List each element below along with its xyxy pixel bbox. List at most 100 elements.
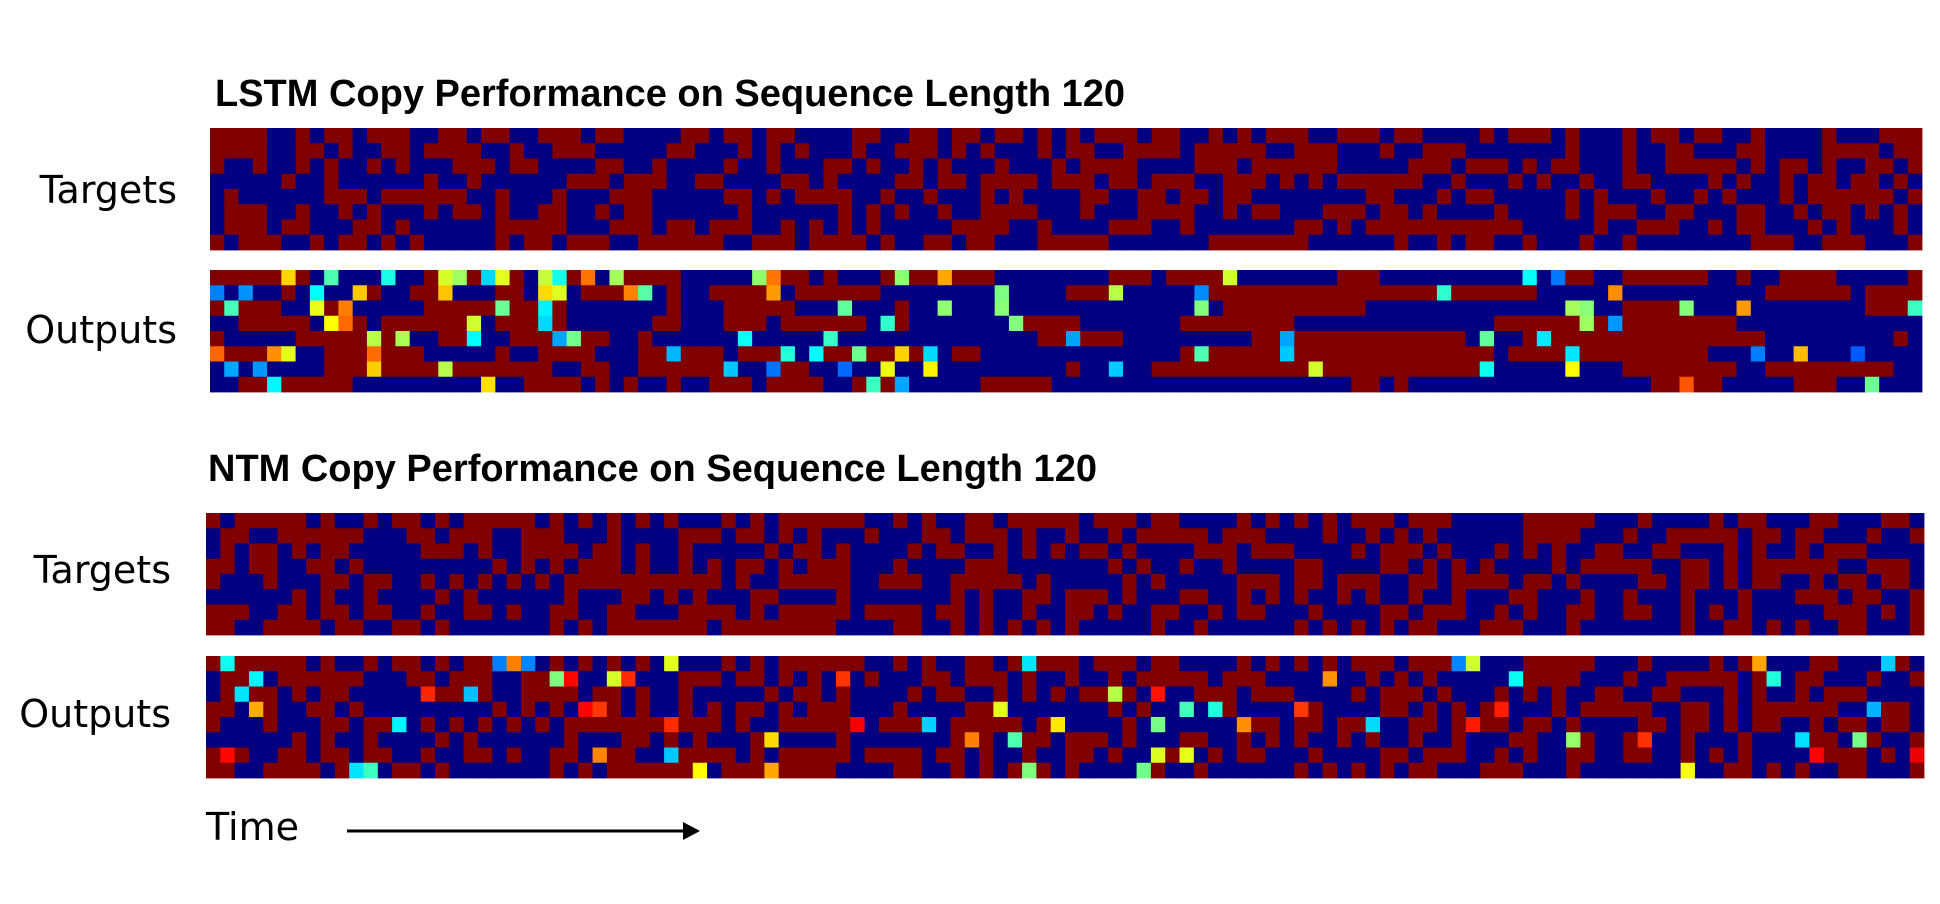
lstm-output-cell [1337, 270, 1352, 286]
lstm-target-cell [281, 128, 296, 144]
ntm-target-cell [1422, 604, 1438, 621]
ntm-output-cell [1838, 747, 1853, 764]
lstm-output-cell [1465, 346, 1481, 362]
lstm-output-cell [1208, 376, 1224, 393]
ntm-target-cell [950, 589, 966, 605]
ntm-output-cell [1852, 762, 1868, 779]
ntm-output-cell [206, 762, 221, 779]
lstm-output-cell [595, 315, 610, 332]
lstm-target-cell [1793, 158, 1809, 175]
ntm-target-cell [220, 528, 236, 544]
ntm-output-cell [778, 701, 794, 718]
ntm-output-cell [850, 762, 865, 779]
lstm-target-cell [794, 128, 810, 144]
lstm-output-cell [1608, 285, 1623, 301]
ntm-target-cell [606, 574, 622, 590]
lstm-target-cell [1108, 219, 1124, 236]
ntm-output-cell [463, 671, 479, 687]
ntm-output-cell [1007, 762, 1023, 779]
lstm-output-cell [1108, 376, 1124, 393]
lstm-target-cell [409, 189, 425, 205]
ntm-target-cell [263, 589, 278, 605]
lstm-output-cell [281, 361, 296, 378]
ntm-output-cell [1694, 732, 1710, 748]
lstm-target-cell [1551, 158, 1566, 175]
lstm-target-cell [980, 189, 996, 205]
ntm-output-cell [1022, 701, 1037, 718]
lstm-target-cell [295, 143, 311, 159]
lstm-output-cell [1051, 346, 1067, 362]
lstm-output-cell [951, 285, 967, 301]
lstm-target-cell [823, 143, 839, 159]
ntm-target-cell [492, 528, 508, 544]
lstm-target-cell [1294, 204, 1309, 220]
ntm-output-cell [320, 762, 336, 779]
lstm-output-cell [1108, 346, 1124, 362]
ntm-output-cell [1437, 717, 1452, 733]
ntm-target-cell [1809, 574, 1825, 590]
ntm-output-cell [1651, 686, 1667, 703]
ntm-target-cell [1379, 589, 1395, 605]
lstm-target-cell [1907, 158, 1923, 175]
ntm-output-cell [1508, 717, 1524, 733]
lstm-output-cell [1037, 315, 1053, 332]
ntm-target-cell [821, 558, 837, 575]
ntm-target-cell [1179, 543, 1195, 560]
lstm-output-cell [1593, 346, 1609, 362]
lstm-output-cell [951, 376, 967, 393]
lstm-output-cell [1037, 285, 1053, 301]
ntm-output-cell [1208, 701, 1223, 718]
ntm-target-cell [334, 589, 350, 605]
lstm-output-cell [1693, 361, 1709, 378]
lstm-output-cell [1080, 315, 1095, 332]
lstm-output-cell [1379, 270, 1395, 286]
ntm-output-cell [1651, 747, 1667, 764]
lstm-target-cell [1522, 173, 1538, 190]
lstm-title: LSTM Copy Performance on Sequence Length… [215, 73, 1125, 115]
lstm-output-cell [794, 346, 810, 362]
ntm-target-cell [1651, 558, 1667, 575]
ntm-target-cell [363, 543, 379, 560]
ntm-output-cell [807, 701, 823, 718]
lstm-output-cell [1508, 300, 1523, 317]
ntm-output-cell [1022, 671, 1037, 687]
lstm-target-cell [951, 158, 967, 175]
ntm-target-cell [692, 513, 708, 529]
lstm-target-cell [1436, 234, 1452, 251]
ntm-output-cell [1637, 656, 1653, 672]
lstm-output-cell [894, 270, 910, 286]
lstm-target-cell [281, 143, 296, 159]
ntm-target-cell [1050, 574, 1066, 590]
ntm-target-cell [263, 604, 278, 621]
lstm-output-cell [809, 361, 824, 378]
lstm-output-cell [1693, 270, 1709, 286]
ntm-output-cell [1823, 656, 1839, 672]
ntm-output-cell [1050, 671, 1066, 687]
lstm-output-cell [880, 376, 896, 393]
lstm-target-cell [438, 143, 453, 159]
lstm-output-cell [680, 315, 696, 332]
lstm-target-cell [737, 234, 753, 251]
ntm-output-cell [506, 701, 522, 718]
ntm-output-cell [1036, 671, 1052, 687]
lstm-output-cell [866, 361, 881, 378]
lstm-output-cell [509, 346, 525, 362]
ntm-target-cell [520, 558, 536, 575]
lstm-target-cell [1850, 128, 1866, 144]
lstm-target-cell [752, 128, 767, 144]
lstm-output-cell [1037, 331, 1053, 347]
lstm-output-cell [1879, 270, 1894, 286]
ntm-target-cell [979, 543, 994, 560]
lstm-target-cell [452, 128, 468, 144]
ntm-output-cell [721, 656, 737, 672]
ntm-output-cell [1365, 701, 1381, 718]
ntm-output-cell [1422, 686, 1438, 703]
ntm-output-cell [821, 732, 837, 748]
lstm-target-cell [1051, 219, 1067, 236]
ntm-output-cell [1766, 762, 1782, 779]
lstm-output-cell [1308, 285, 1324, 301]
lstm-target-cell [966, 189, 981, 205]
ntm-target-cell [1909, 589, 1925, 605]
ntm-output-cell [1065, 686, 1080, 703]
ntm-target-cell [1594, 558, 1610, 575]
